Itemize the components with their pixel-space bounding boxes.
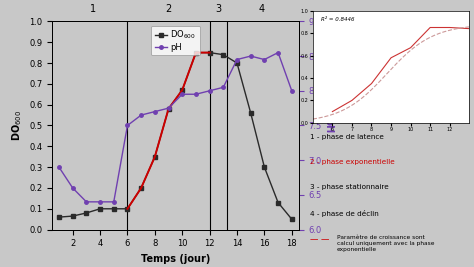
X-axis label: Temps (jour): Temps (jour) [141, 254, 210, 264]
Fit [458, 26, 464, 29]
Line: DO600: DO600 [332, 28, 469, 112]
Text: 3 - phase stationnaire: 3 - phase stationnaire [310, 184, 389, 190]
Text: 1: 1 [90, 4, 96, 14]
Text: — —: — — [310, 235, 330, 244]
DO600 [388, 56, 394, 59]
Text: Paramètre de croissance sont
calcul uniquement avec la phase
exponentielle: Paramètre de croissance sont calcul uniq… [337, 235, 434, 252]
Y-axis label: DO$_{600}$: DO$_{600}$ [10, 110, 24, 141]
DO600 [466, 27, 472, 30]
DO600 [447, 26, 453, 29]
Text: R² = 0.8446: R² = 0.8446 [321, 17, 354, 22]
Fit [316, 116, 322, 120]
Fit [453, 27, 459, 30]
Text: 4 - phase de déclin: 4 - phase de déclin [310, 210, 379, 217]
Text: 2 - phase exponentielle: 2 - phase exponentielle [310, 159, 395, 165]
Fit [310, 117, 316, 121]
DO600 [408, 46, 413, 49]
Fit [339, 109, 345, 112]
Y-axis label: pH: pH [323, 118, 333, 133]
Text: 2: 2 [165, 4, 172, 14]
Text: 4: 4 [259, 4, 264, 14]
DO600 [427, 26, 433, 29]
DO600 [369, 82, 374, 85]
Text: 3: 3 [216, 4, 221, 14]
Fit [466, 25, 472, 29]
DO600 [349, 99, 355, 102]
Legend: DO$_{600}$, pH: DO$_{600}$, pH [151, 26, 200, 55]
Text: 1 - phase de latence: 1 - phase de latence [310, 134, 384, 139]
DO600 [329, 110, 335, 113]
Line: Fit: Fit [313, 27, 469, 119]
Fit [352, 102, 357, 105]
Fit [319, 116, 325, 119]
